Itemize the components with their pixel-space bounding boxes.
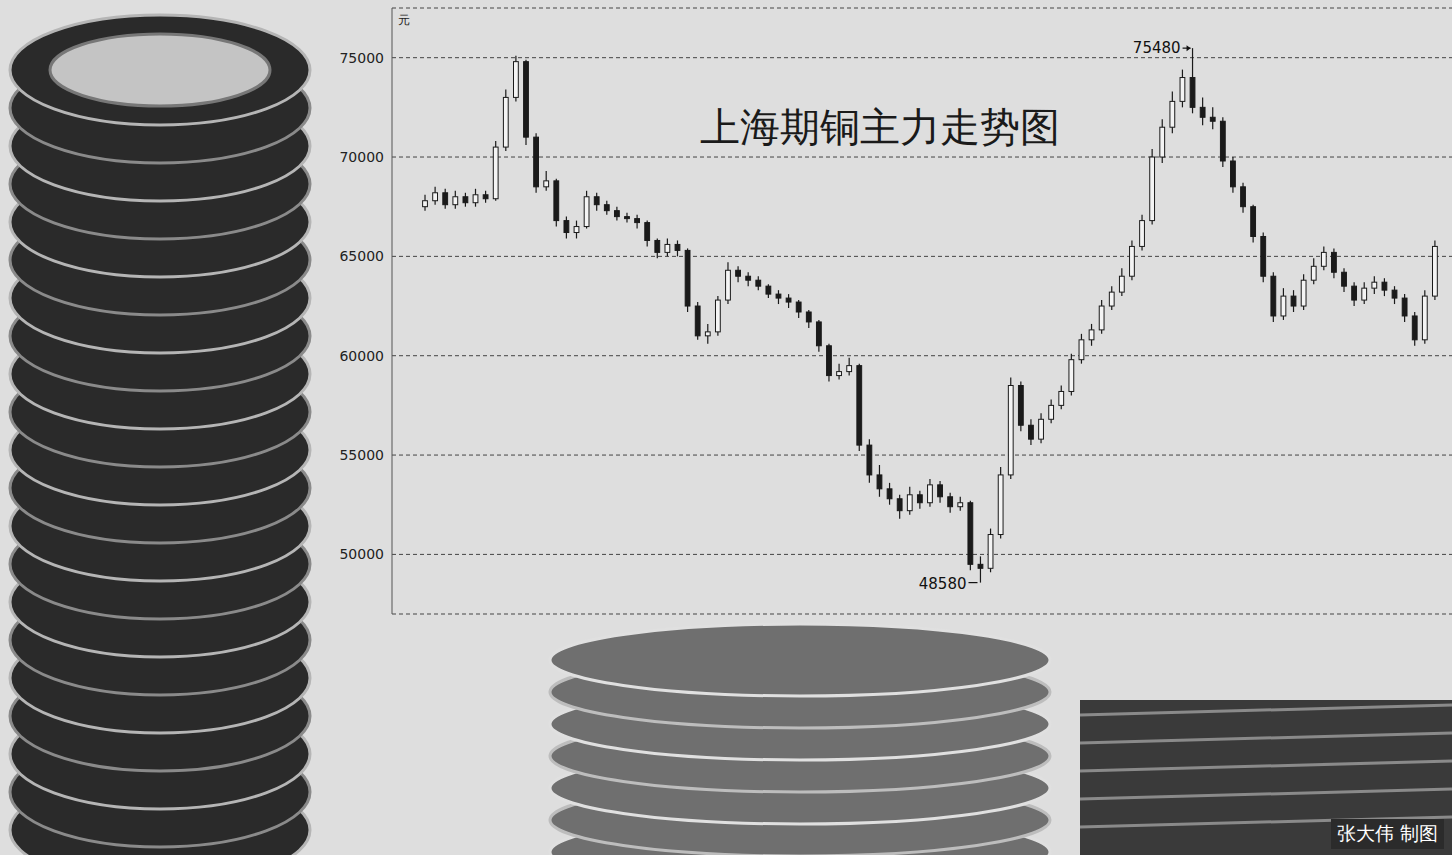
svg-text:75000: 75000 <box>339 50 384 66</box>
svg-text:50000: 50000 <box>339 546 384 562</box>
html-text:元: 元 <box>398 13 410 27</box>
html-text:上海期铜主力走势图: 上海期铜主力走势图 <box>700 104 1060 150</box>
svg-text:48580: 48580 <box>919 575 967 593</box>
svg-text:60000: 60000 <box>339 348 384 364</box>
svg-text:55000: 55000 <box>339 447 384 463</box>
svg-text:75480: 75480 <box>1133 39 1181 57</box>
svg-text:70000: 70000 <box>339 149 384 165</box>
html-text:张大伟 制图: 张大伟 制图 <box>1337 822 1438 844</box>
svg-text:65000: 65000 <box>339 248 384 264</box>
